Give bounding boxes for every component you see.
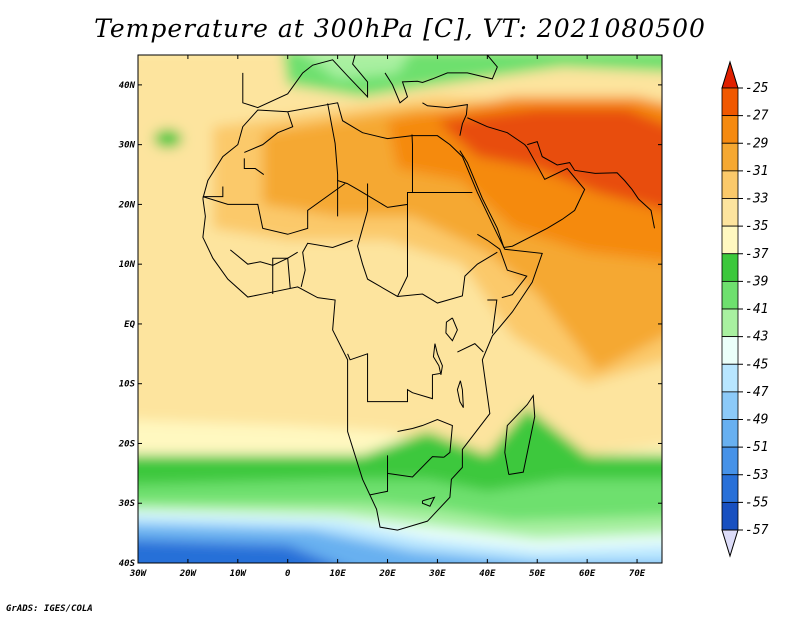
- lake-victoria: [445, 317, 458, 342]
- colorbar-bottom-arrow: [721, 529, 739, 558]
- colorbar-label: -43: [745, 330, 768, 345]
- border-horn: [477, 233, 528, 299]
- colorbar-label: -27: [745, 109, 769, 124]
- map-title: Temperature at 300hPa [C], VT: 202108050…: [94, 14, 706, 43]
- colorbar-swatch: [721, 336, 739, 365]
- colorbar-swatch: [721, 170, 739, 199]
- x-tick-label: 70E: [629, 569, 646, 579]
- border-ghana: [272, 257, 291, 295]
- colorbar-label: -37: [745, 247, 769, 262]
- colorbar: -25 -27 -29 -31 -33 -35 -37 -39 -41 -43 -45 -47 -49 -…: [721, 60, 769, 558]
- x-tick-label: 10E: [329, 569, 346, 579]
- lake-tanganyika: [432, 343, 443, 375]
- colorbar-swatch: [721, 115, 739, 144]
- x-tick-label: 10W: [230, 569, 248, 579]
- border-zambezi: [397, 419, 453, 458]
- colorbar-swatch: [721, 446, 739, 476]
- lesotho-outline: [421, 496, 436, 507]
- x-tick-label: 60E: [579, 569, 596, 579]
- colorbar-label: -45: [745, 357, 769, 372]
- colorbar-label: -57: [745, 523, 769, 538]
- coastline-outlines: [202, 55, 656, 531]
- colorbar-swatch: [721, 501, 739, 531]
- y-tick-label: 30N: [118, 141, 136, 151]
- border-central-africa: [357, 183, 498, 304]
- x-tick-label: 20E: [378, 569, 396, 579]
- madagascar-coast: [504, 394, 536, 476]
- border-drc: [347, 353, 441, 403]
- colorbar-label: -51: [745, 440, 768, 455]
- border-mauritania: [243, 158, 265, 175]
- colorbar-swatch: [721, 363, 739, 393]
- europe-coast-west: [242, 55, 369, 109]
- x-tick-label: 40E: [479, 569, 496, 579]
- temperature-field: [138, 55, 662, 563]
- europe-coast-east: [384, 55, 498, 104]
- colorbar-label: -31: [745, 164, 768, 179]
- colorbar-label: -41: [745, 302, 768, 317]
- colorbar-label: -47: [745, 385, 769, 400]
- grads-credit: GrADS: IGES/COLA: [6, 604, 93, 614]
- plot-frame: [137, 54, 663, 564]
- y-tick-label: 30S: [118, 499, 136, 509]
- border-algeria-morocco: [244, 111, 294, 153]
- colorbar-swatch: [721, 198, 739, 227]
- colorbar-swatch: [721, 87, 739, 117]
- colorbar-swatch: [721, 308, 739, 338]
- y-tick-label: 20N: [118, 200, 136, 210]
- colorbar-top-arrow: [721, 60, 739, 89]
- colorbar-label: -25: [745, 81, 769, 96]
- y-tick-label: 10N: [119, 260, 136, 270]
- colorbar-swatch: [721, 474, 739, 503]
- colorbar-label: -49: [745, 413, 768, 428]
- border-niger-nigeria: [300, 239, 353, 288]
- y-tick-label: EQ: [124, 320, 135, 330]
- border-sahel-west: [202, 183, 346, 235]
- y-axis-ticks: 40N 30N 20N 10N EQ 10S 20S 30S 40S: [118, 81, 662, 569]
- border-west-africa: [230, 249, 298, 266]
- x-tick-label: 30W: [129, 569, 148, 579]
- border-namibia: [369, 455, 389, 496]
- colorbar-label: -35: [745, 219, 769, 234]
- y-tick-label: 10S: [119, 380, 136, 390]
- x-tick-label: 50E: [529, 569, 546, 579]
- x-axis-ticks: 30W 20W 10W 0 10E 20E 30E 40E 50E 60E 70E: [129, 55, 646, 579]
- y-tick-label: 40S: [119, 559, 136, 569]
- border-libya: [337, 134, 413, 217]
- levant-coast: [422, 102, 468, 136]
- africa-coast: [202, 102, 543, 531]
- colorbar-label: -39: [745, 274, 768, 289]
- x-tick-label: 20W: [179, 569, 198, 579]
- border-chad-car: [397, 204, 408, 297]
- y-tick-label: 40N: [119, 81, 136, 91]
- colorbar-label: -53: [745, 468, 768, 483]
- colorbar-swatch: [721, 253, 739, 282]
- colorbar-label: -55: [745, 495, 769, 510]
- colorbar-label: -29: [745, 136, 768, 151]
- arabia-coast: [459, 117, 586, 248]
- colorbar-swatch: [721, 280, 739, 310]
- colorbar-swatch: [721, 419, 739, 448]
- lake-malawi: [456, 380, 464, 408]
- border-botswana-sa: [387, 456, 444, 478]
- x-tick-label: 0: [285, 569, 291, 579]
- colorbar-swatch: [721, 225, 739, 255]
- colorbar-label: -33: [745, 192, 768, 207]
- iran-india-coast: [527, 141, 656, 229]
- y-tick-label: 20S: [118, 439, 136, 449]
- border-algeria-east: [327, 103, 339, 181]
- border-kenya-somalia: [487, 299, 498, 334]
- x-tick-label: 30E: [428, 569, 446, 579]
- colorbar-swatch: [721, 391, 739, 420]
- border-kenya-tanzania: [457, 343, 484, 353]
- colorbar-swatch: [721, 142, 739, 172]
